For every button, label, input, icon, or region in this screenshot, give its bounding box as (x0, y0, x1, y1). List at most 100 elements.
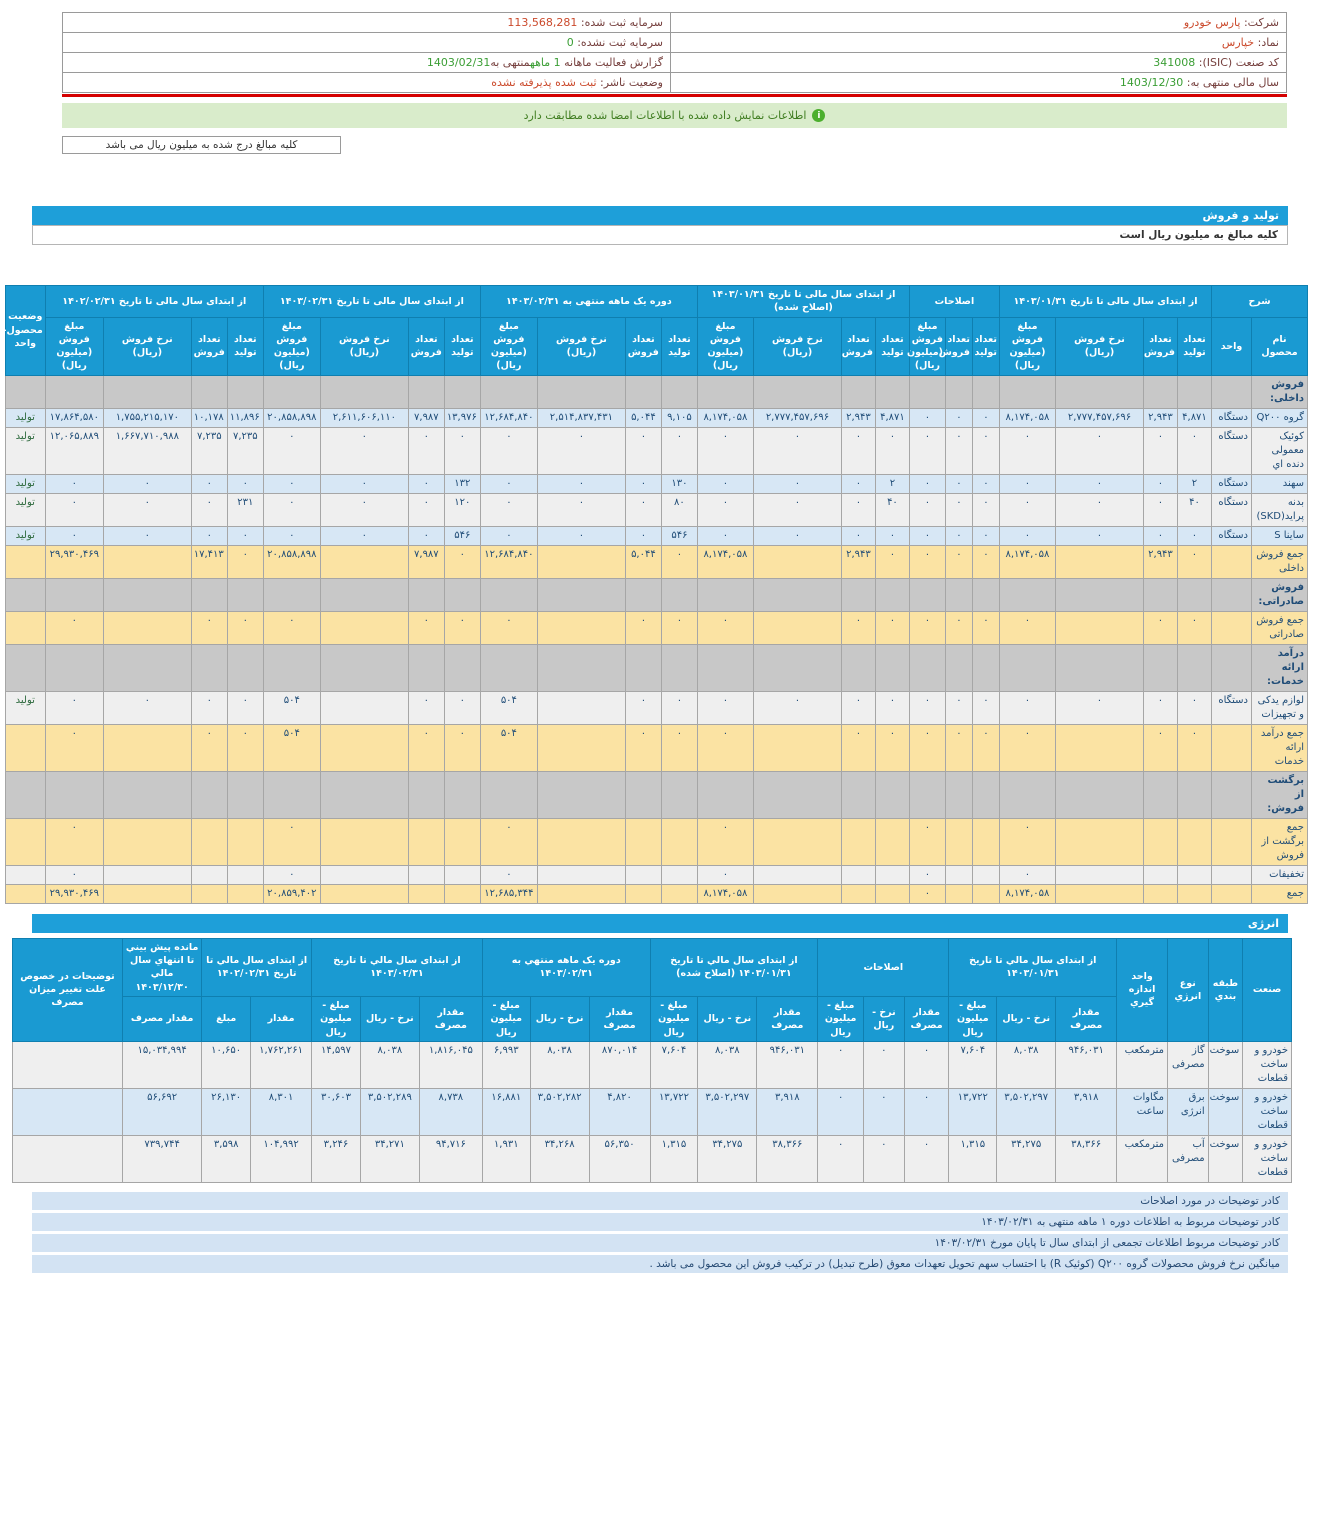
column-header: از ابتدای سال مالي تا تاریخ ۱۴۰۳/۰۲/۳۱ (311, 937, 483, 997)
value-cell: ۰ (536, 473, 626, 494)
label-cell: سوخت (1207, 1134, 1244, 1183)
value-cell (752, 864, 842, 885)
value-cell: ۴,۸۷۱ (874, 407, 910, 428)
value-cell: ۲ (1176, 473, 1212, 494)
section-row: برگشت از فروش: (4, 770, 1308, 819)
value-cell: ۰ (908, 883, 946, 904)
value-cell: ۰ (908, 864, 946, 885)
report-title-mid: منتهی به (490, 56, 531, 69)
value-cell: ۱۴,۵۹۷ (311, 1040, 361, 1089)
value-cell: ۵,۰۴۴ (624, 544, 662, 579)
column-header: از ابتدای سال مالي تا تاریخ ۱۴۰۳/۰۱/۳۱ (… (649, 937, 819, 997)
value-cell: ۰ (696, 610, 754, 645)
value-cell (319, 817, 409, 866)
value-cell: ۰ (840, 723, 876, 772)
column-header: مقدار مصرف (1055, 995, 1118, 1042)
column-header: مبلغ فروش (میلیون ریال) (479, 316, 538, 376)
value-cell: ۰ (624, 690, 662, 725)
value-cell: ۱,۶۶۷,۷۱۰,۹۸۸ (102, 426, 192, 475)
unit-cell (1210, 864, 1253, 885)
column-header: مبلغ - میلیون ریال (649, 995, 699, 1042)
value-cell: ۸۰ (660, 492, 698, 527)
value-cell: ۰ (944, 426, 973, 475)
column-header: طبقه بندي (1207, 937, 1244, 1042)
product-name-cell: جمع درآمد ارائه خدمات (1251, 723, 1308, 772)
value-cell: ۰ (1142, 492, 1178, 527)
value-cell: ۰ (190, 690, 228, 725)
value-cell: ۰ (44, 817, 104, 866)
value-cell: ۱۳۲ (443, 473, 481, 494)
column-header: از ابتدای سال مالي تا تاریخ ۱۴۰۲/۰۲/۳۱ (201, 937, 313, 997)
column-header: مبلغ فروش (میلیون ریال) (696, 316, 754, 376)
column-header: مقدار (250, 995, 313, 1042)
empty-cell (443, 770, 481, 819)
value-cell: ۰ (998, 525, 1056, 546)
value-cell: ۰ (190, 473, 228, 494)
value-cell: ۰ (944, 690, 973, 725)
empty-cell (696, 770, 754, 819)
empty-cell (44, 577, 104, 612)
empty-cell (479, 374, 538, 409)
empty-cell (840, 770, 876, 819)
empty-cell (624, 643, 662, 692)
header-row: صنعت طبقه بندي نوع انرژي واحد اندازه گیري از… (12, 937, 1292, 1042)
value-cell: ۰ (44, 525, 104, 546)
empty-cell (1210, 374, 1253, 409)
unit-cell (1210, 544, 1253, 579)
value-cell (536, 610, 626, 645)
value-cell: ۵۴۶ (443, 525, 481, 546)
value-cell: ۹۴,۷۱۶ (418, 1134, 483, 1183)
column-header: تعداد فروش (407, 316, 445, 376)
value-cell: ۲۰,۸۵۹,۴۰۲ (262, 883, 321, 904)
fiscal-year-value: 1403/12/30 (1119, 76, 1184, 89)
value-cell: ۰ (908, 407, 946, 428)
note-period: کادر توضیحات مربوط به اطلاعات دوره ۱ ماه… (32, 1212, 1288, 1231)
value-cell: ۲۰,۸۵۸,۸۹۸ (262, 544, 321, 579)
value-cell: ۰ (190, 492, 228, 527)
value-cell: ۰ (479, 525, 538, 546)
column-header: تعداد تولید (226, 316, 264, 376)
value-cell: ۰ (1142, 473, 1178, 494)
value-cell: ۰ (874, 525, 910, 546)
value-cell (102, 723, 192, 772)
empty-cell (874, 374, 910, 409)
empty-cell (1176, 770, 1212, 819)
column-header: نرخ - ریال (697, 995, 758, 1042)
empty-cell (319, 643, 409, 692)
value-cell: ۰ (944, 473, 973, 494)
value-cell: ۰ (752, 426, 842, 475)
value-cell: ۰ (752, 473, 842, 494)
value-cell: ۰ (319, 525, 409, 546)
value-cell: ۱۱,۸۹۶ (226, 407, 264, 428)
value-cell (624, 817, 662, 866)
value-cell: ۸,۰۳۸ (529, 1040, 590, 1089)
value-cell: ۰ (908, 690, 946, 725)
empty-cell (998, 770, 1056, 819)
empty-cell (971, 577, 1000, 612)
value-cell: ۳۰,۶۰۳ (311, 1087, 361, 1136)
value-cell: ۸,۳۰۱ (250, 1087, 313, 1136)
value-cell: ۸,۱۷۴,۰۵۸ (998, 407, 1056, 428)
value-cell: ۲,۹۴۳ (1142, 544, 1178, 579)
data-row: گروه Q۲۰۰ دستگاه ۴,۸۷۱ ۲,۹۴۳ ۲,۷۷۷,۴۵۷,۶۹۶ ۸,… (4, 407, 1308, 428)
value-cell: ۰ (102, 690, 192, 725)
value-cell (944, 817, 973, 866)
value-cell: ۱۵,۰۳۴,۹۹۴ (121, 1040, 203, 1089)
value-cell (874, 883, 910, 904)
empty-cell (998, 577, 1056, 612)
value-cell: ۰ (840, 492, 876, 527)
value-cell: ۸,۷۳۸ (418, 1087, 483, 1136)
value-cell: ۸,۱۷۴,۰۵۸ (696, 544, 754, 579)
empty-cell (4, 577, 46, 612)
value-cell: ۰ (624, 473, 662, 494)
section-row: درآمد ارائه خدمات: (4, 643, 1308, 692)
value-cell: ۰ (44, 473, 104, 494)
value-cell: ۲,۹۴۳ (1142, 407, 1178, 428)
value-cell: ۱۰,۱۷۸ (190, 407, 228, 428)
unit-cell: دستگاه (1210, 492, 1253, 527)
value-cell (1054, 610, 1144, 645)
value-cell: ۴۰ (874, 492, 910, 527)
value-cell: ۳,۲۴۶ (311, 1134, 361, 1183)
empty-cell (407, 770, 445, 819)
empty-cell (944, 643, 973, 692)
